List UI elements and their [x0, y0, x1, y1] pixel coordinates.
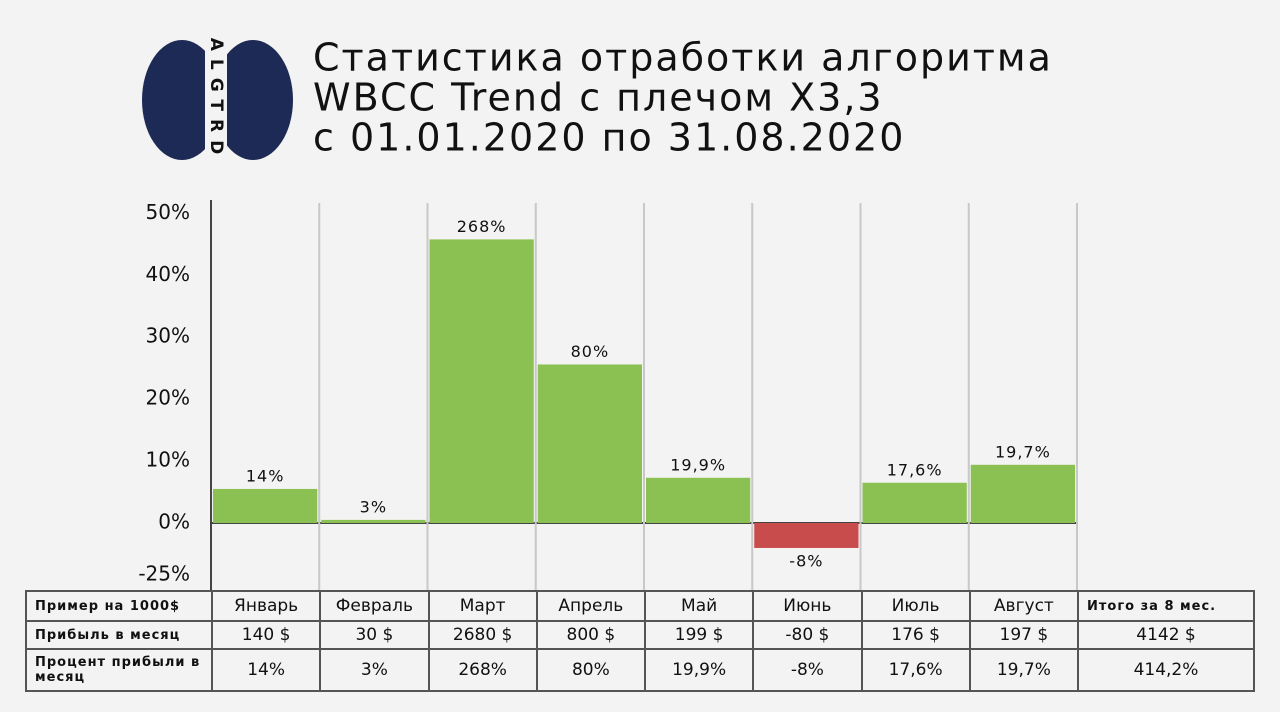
- cell: Июль: [860, 590, 971, 622]
- y-tick-label: 50%: [146, 200, 190, 224]
- cell: -8%: [752, 648, 863, 692]
- cell: 176 $: [860, 620, 971, 650]
- title-line: WBCC Trend с плечом X3,3: [313, 76, 884, 120]
- bar-label: 17,6%: [887, 460, 943, 479]
- logo-right: [213, 40, 293, 160]
- title-line: Статистика отработки алгоритма: [313, 36, 1053, 80]
- y-tick-label: 10%: [146, 448, 190, 472]
- table: Пример на 1000$ Январь Февраль Март Апрель Ма…: [25, 590, 1255, 692]
- bar-label: 14%: [246, 466, 285, 485]
- bar-label: 80%: [571, 342, 610, 361]
- bar: [646, 477, 751, 523]
- title-line: с 01.01.2020 по 31.08.2020: [313, 116, 905, 160]
- y-tick-label: 30%: [146, 324, 190, 348]
- cell: 19,9%: [643, 648, 755, 692]
- y-tick-label: 40%: [146, 262, 190, 286]
- cell: Январь: [210, 590, 322, 622]
- cell: Апрель: [535, 590, 647, 622]
- cell: 80%: [535, 648, 647, 692]
- cell: 800 $: [535, 620, 647, 650]
- bar: [321, 519, 426, 523]
- logo-left: [142, 40, 222, 160]
- bar-label: 19,7%: [995, 442, 1051, 461]
- y-tick-label: 0%: [158, 510, 190, 534]
- cell: 140 $: [210, 620, 322, 650]
- cell: 2680 $: [427, 620, 538, 650]
- cell: -80 $: [752, 620, 863, 650]
- bar-label: -8%: [789, 551, 823, 570]
- cell: Июнь: [752, 590, 863, 622]
- cell: 414,2%: [1077, 648, 1255, 692]
- cell: 19,7%: [968, 648, 1080, 692]
- bar-label: 19,9%: [670, 455, 726, 474]
- logo: [142, 30, 293, 170]
- cell: 268%: [427, 648, 538, 692]
- cell: 4142 $: [1077, 620, 1255, 650]
- bar: [862, 482, 967, 523]
- cell: 30 $: [319, 620, 430, 650]
- bar: [213, 488, 318, 523]
- y-tick-label: 20%: [146, 386, 190, 410]
- table-header: Пример на 1000$: [25, 590, 213, 622]
- bar-label: 3%: [360, 497, 387, 516]
- row-header: Процент прибыли в месяц: [25, 648, 213, 692]
- cell: 17,6%: [860, 648, 971, 692]
- cell: Февраль: [319, 590, 430, 622]
- cell: Март: [427, 590, 538, 622]
- bar: [970, 464, 1075, 523]
- row-header: Итого за 8 мес.: [1077, 590, 1255, 622]
- bar-label: 268%: [457, 217, 507, 236]
- y-tick-label: -25%: [138, 562, 190, 586]
- row-header: Прибыль в месяц: [25, 620, 213, 650]
- bar: [754, 523, 859, 548]
- cell: Май: [643, 590, 755, 622]
- logo-gap: [205, 30, 227, 170]
- bar: [429, 239, 534, 523]
- cell: 14%: [210, 648, 322, 692]
- cell: 199 $: [643, 620, 755, 650]
- cell: Август: [968, 590, 1080, 622]
- bar: [537, 364, 642, 523]
- cell: 197 $: [968, 620, 1080, 650]
- logo-text: ALGTRD: [206, 38, 226, 162]
- cell: 3%: [319, 648, 430, 692]
